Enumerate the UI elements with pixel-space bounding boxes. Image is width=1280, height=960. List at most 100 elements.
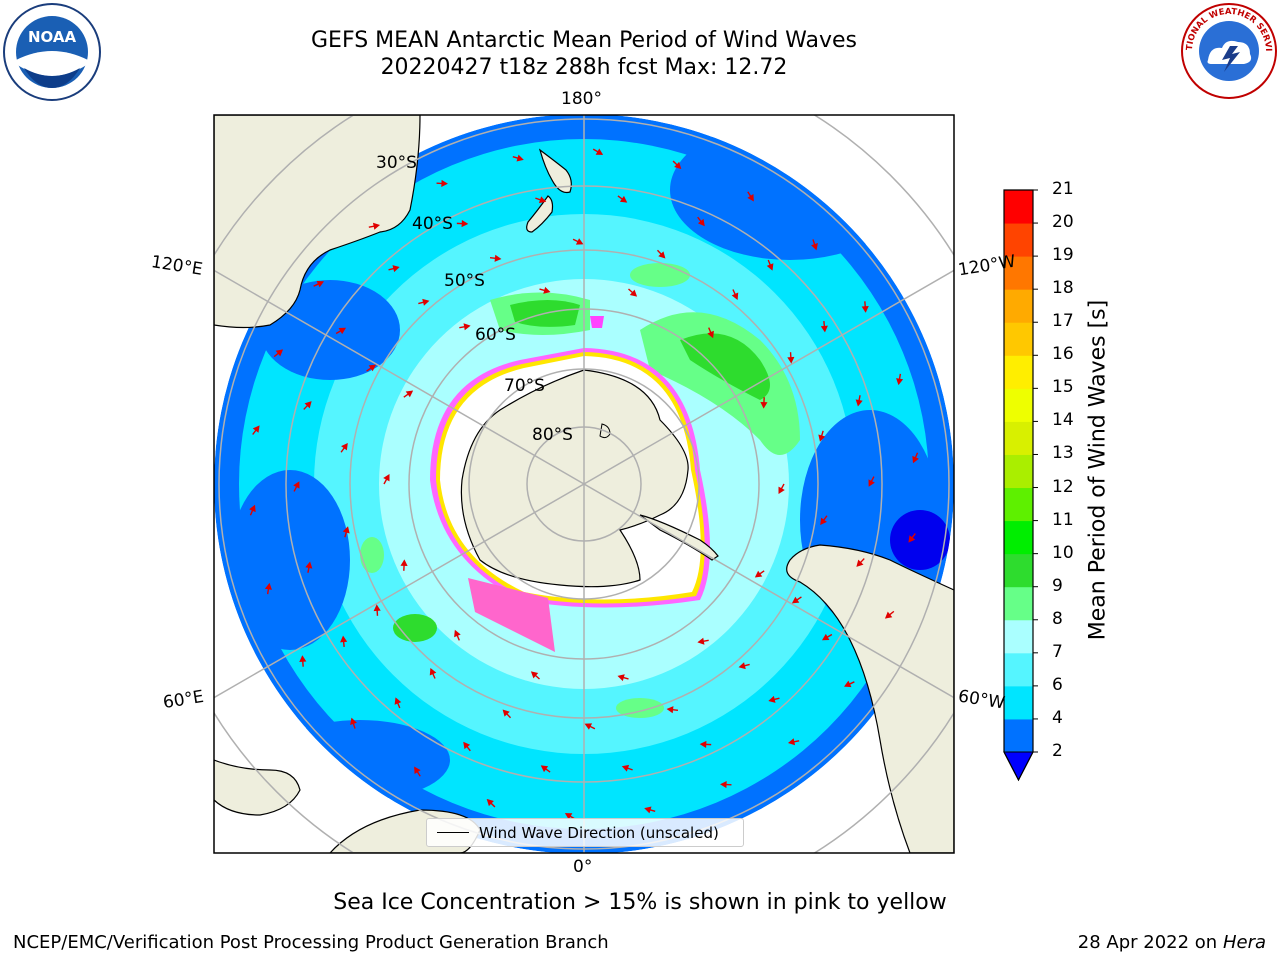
colorbar-tick-label: 6 (1052, 674, 1063, 695)
wave-direction-arrowhead (316, 280, 325, 288)
wave-direction-arrowhead (372, 222, 381, 230)
colorbar-segment (1004, 388, 1033, 422)
wave-direction-arrowhead (820, 517, 827, 526)
wave-direction-arrowhead (441, 179, 448, 187)
wave-direction-arrowhead (787, 356, 795, 364)
colorbar-segment (1004, 454, 1033, 489)
wave-direction-arrowhead (697, 637, 705, 645)
colorbar-title: Mean Period of Wind Waves [s] (1085, 299, 1111, 641)
lat-label-70s: 70°S (504, 376, 545, 396)
noaa-logo: NOAA (3, 3, 101, 101)
wave-direction-arrowhead (843, 680, 852, 688)
wave-direction-arrowhead (768, 695, 776, 703)
wave-direction-arrowhead (350, 717, 357, 726)
wave-direction-arrowhead (666, 706, 674, 714)
wave-direction-arrowhead (621, 764, 630, 772)
lat-label-50s: 50°S (444, 271, 485, 291)
colorbar-tick-label: 14 (1052, 410, 1074, 431)
colorbar-segment (1004, 355, 1033, 389)
wave-direction-arrowhead (707, 330, 714, 339)
wave-direction-arrowhead (738, 662, 746, 670)
wave-direction-arrowhead (674, 161, 682, 170)
wave-direction-arrowhead (516, 154, 524, 162)
wave-direction-arrowhead (896, 378, 904, 386)
colorbar-segment (1004, 553, 1033, 588)
wave-direction-arrowhead (595, 148, 604, 155)
wave-direction-arrowhead (747, 194, 754, 202)
footer-credit: NCEP/EMC/Verification Post Processing Pr… (13, 932, 609, 953)
colorbar-segment (1004, 289, 1033, 323)
colorbar-tick-label: 12 (1052, 476, 1074, 497)
wave-direction-arrowhead (530, 671, 539, 679)
wave-direction-arrowhead (821, 633, 830, 641)
wave-direction-arrowhead (249, 504, 256, 513)
lat-label-60s: 60°S (475, 325, 516, 345)
colorbar-segment (1004, 223, 1033, 257)
wave-direction-arrowhead (575, 238, 584, 245)
wave-direction-arrowhead (766, 263, 774, 271)
wave-direction-arrowhead (383, 473, 390, 482)
wave-direction-arrowhead (502, 709, 510, 717)
wave-direction-arrowhead (394, 697, 402, 705)
sea-ice-note: Sea Ice Concentration > 15% is shown in … (333, 890, 947, 915)
wave-direction-arrowhead (820, 325, 828, 333)
nws-logo: NATIONAL WEATHER SERVICE (1180, 2, 1277, 99)
colorbar-segment (1004, 421, 1033, 455)
footer-machine: Hera (1222, 932, 1266, 953)
wave-direction-arrowhead (454, 629, 461, 638)
wave-direction-arrowhead (368, 364, 377, 372)
colorbar-tick-label: 20 (1052, 212, 1074, 233)
wave-direction-arrowhead (414, 766, 421, 774)
wave-direction-arrowhead (731, 292, 739, 300)
colorbar-segment (1004, 322, 1033, 356)
wave-direction-arrowhead (540, 765, 549, 773)
colorbar-extend-arrow (1003, 751, 1034, 782)
wave-direction-arrowhead (293, 481, 300, 489)
wave-direction-arrowhead (908, 535, 916, 543)
wave-direction-arrowhead (299, 655, 307, 663)
wave-direction-arrowhead (884, 611, 893, 619)
colorbar-segment (1004, 685, 1033, 720)
wave-direction-arrowhead (720, 781, 727, 789)
wave-direction-arrowhead (342, 526, 350, 534)
colorbar-tick-label: 15 (1052, 377, 1074, 398)
wave-direction-arrowhead (264, 582, 272, 590)
map-subtitle: 20220427 t18z 288h fcst Max: 12.72 (380, 55, 788, 80)
wave-direction-arrowhead (373, 604, 381, 612)
colorbar-tick-label: 8 (1052, 608, 1063, 629)
wave-direction-arrowhead (791, 596, 800, 604)
colorbar-segment (1004, 487, 1033, 522)
lat-label-30s: 30°S (376, 153, 417, 173)
wave-direction-arrowhead (338, 327, 347, 335)
wave-direction-arrowhead (658, 251, 666, 259)
wave-direction-arrowhead (392, 265, 400, 273)
wave-direction-arrowhead (463, 323, 471, 331)
wave-direction-arrowhead (811, 242, 818, 251)
wave-direction-arrowhead (486, 798, 494, 807)
wave-direction-arrowhead (538, 196, 547, 204)
wave-direction-arrowhead (543, 286, 551, 294)
wave-direction-arrowhead (252, 425, 260, 433)
colorbar-segment (1004, 256, 1033, 290)
colorbar-tick-label: 18 (1052, 278, 1074, 299)
lat-label-40s: 40°S (412, 214, 453, 234)
wave-direction-arrowhead (461, 220, 469, 228)
wave-direction-arrowhead (868, 479, 875, 487)
wave-direction-arrowhead (305, 561, 313, 569)
lon-label-180: 180° (561, 89, 602, 109)
wave-direction-arrowhead (760, 401, 768, 409)
colorbar-segment (1004, 190, 1033, 224)
wave-direction-arrowhead (855, 399, 863, 407)
colorbar-tick-label: 4 (1052, 707, 1063, 728)
map-legend: Wind Wave Direction (unscaled) (426, 818, 744, 847)
colorbar-frame (1003, 189, 1034, 782)
noaa-logo-text: NOAA (28, 28, 77, 46)
wave-direction-arrowhead (787, 738, 796, 746)
wave-direction-arrowhead (341, 442, 348, 451)
wave-direction-arrowhead (697, 218, 705, 227)
wave-direction-arrowhead (340, 635, 348, 643)
wave-direction-arrowhead (644, 806, 652, 814)
wave-direction-arrowhead (619, 195, 628, 203)
colorbar-segment (1004, 520, 1033, 555)
